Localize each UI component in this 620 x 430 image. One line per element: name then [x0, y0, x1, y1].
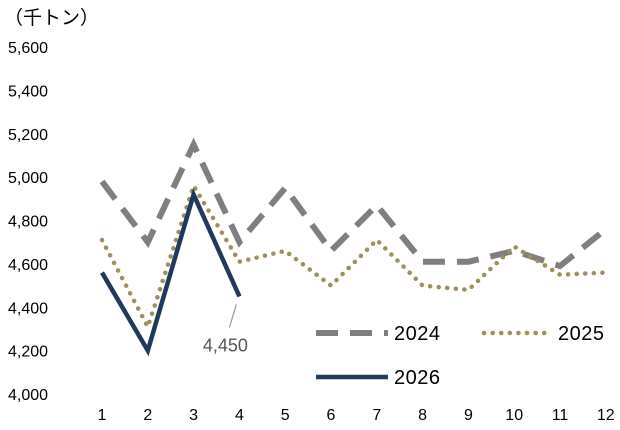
unit-label: （千トン） [4, 7, 99, 29]
y-tick-label: 5,400 [8, 83, 48, 100]
annotation-label: 4,450 [203, 335, 248, 355]
y-tick-label: 4,400 [8, 300, 48, 317]
legend: 2024 2025 2026 [316, 323, 605, 389]
series-lines [99, 137, 609, 357]
y-tick-label: 4,600 [8, 257, 48, 274]
x-tick-label: 1 [98, 407, 107, 424]
x-tick-label: 4 [235, 407, 244, 424]
annotations: 4,450 [203, 304, 248, 355]
series-line-2026 [100, 187, 242, 357]
y-tick-label: 5,200 [8, 127, 48, 144]
x-tick-label: 2 [143, 407, 152, 424]
y-tick-label: 4,200 [8, 344, 48, 361]
y-tick-label: 4,800 [8, 214, 48, 231]
y-tick-label: 5,600 [8, 40, 48, 57]
x-tick-label: 3 [189, 407, 198, 424]
x-tick-label: 8 [418, 407, 427, 424]
x-tick-label: 11 [552, 407, 569, 424]
annotation-leader-line [228, 304, 237, 328]
x-tick-label: 7 [372, 407, 381, 424]
legend-label-2024: 2024 [394, 323, 441, 345]
y-tick-label: 4,000 [8, 387, 48, 404]
x-tick-label: 10 [505, 407, 523, 424]
x-axis-ticks: 1 2 3 4 5 6 7 8 9 10 11 12 [98, 407, 615, 424]
x-tick-label: 5 [281, 407, 290, 424]
legend-label-2026: 2026 [394, 367, 441, 389]
y-axis-ticks: 5,600 5,400 5,200 5,000 4,800 4,600 4,400 4,200… [8, 40, 48, 404]
x-tick-label: 12 [597, 407, 615, 424]
series-line-2025 [99, 183, 609, 330]
x-tick-label: 6 [327, 407, 336, 424]
y-tick-label: 5,000 [8, 170, 48, 187]
x-tick-label: 9 [464, 407, 473, 424]
legend-label-2025: 2025 [558, 323, 605, 345]
